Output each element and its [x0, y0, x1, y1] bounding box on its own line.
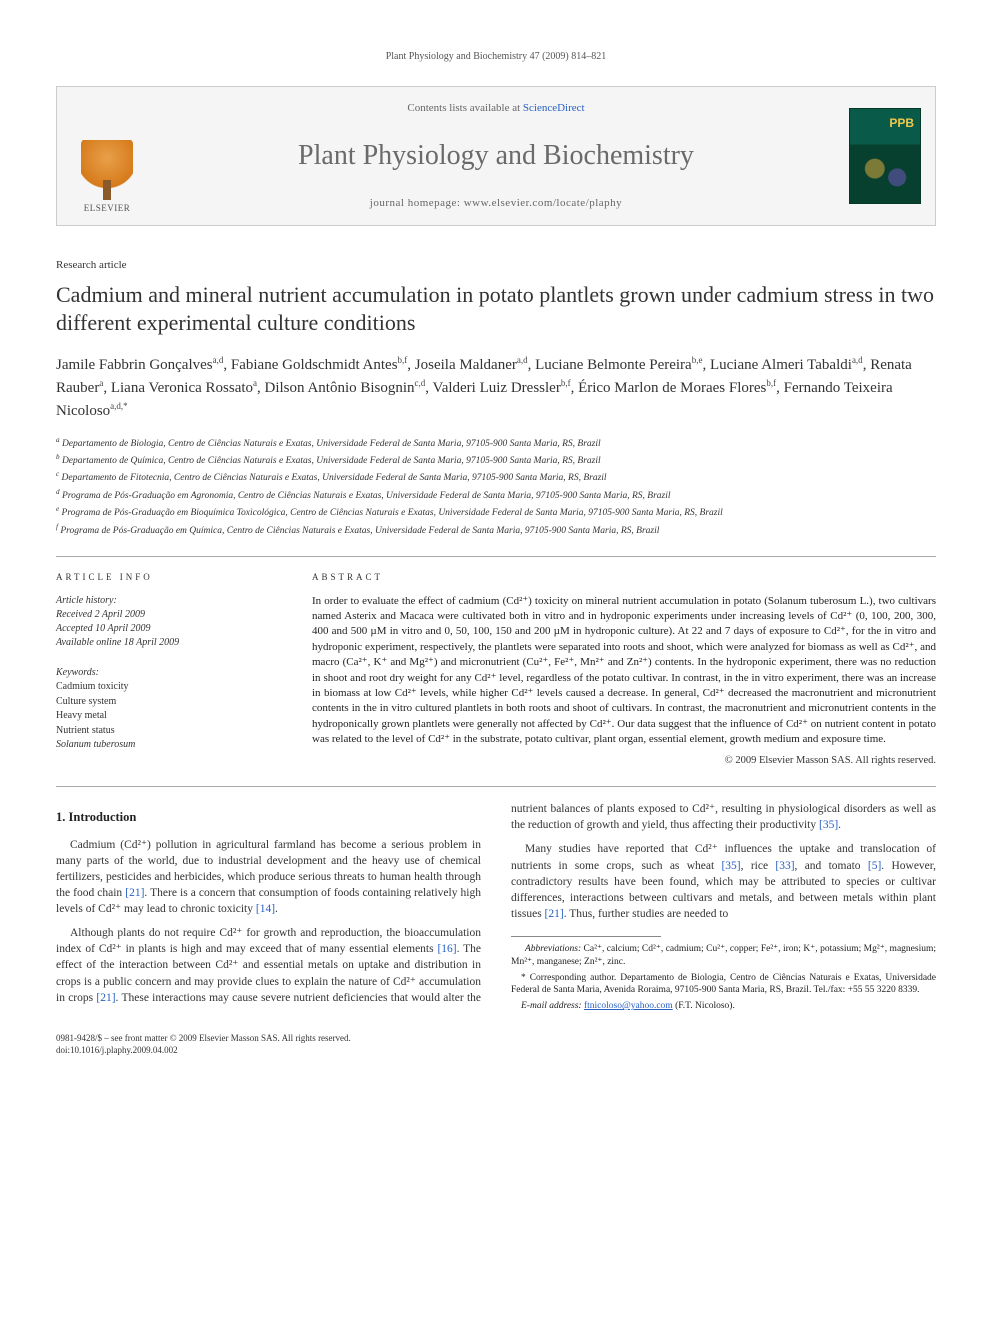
email-owner: (F.T. Nicoloso).	[673, 1001, 735, 1011]
abbreviations-footnote: Abbreviations: Ca²⁺, calcium; Cd²⁺, cadm…	[511, 943, 936, 969]
running-head: Plant Physiology and Biochemistry 47 (20…	[56, 50, 936, 64]
article-type: Research article	[56, 258, 936, 273]
citation-ref[interactable]: [21]	[125, 887, 144, 899]
article-title: Cadmium and mineral nutrient accumulatio…	[56, 281, 936, 336]
abstract-text: In order to evaluate the effect of cadmi…	[312, 594, 936, 748]
divider-rule	[56, 556, 936, 557]
keyword-item: Nutrient status	[56, 724, 276, 739]
article-info-label: ARTICLE INFO	[56, 571, 276, 584]
affiliation-line: e Programa de Pós-Graduação em Bioquímic…	[56, 504, 936, 520]
contents-available-line: Contents lists available at ScienceDirec…	[167, 101, 825, 116]
citation-ref[interactable]: [5]	[868, 860, 881, 872]
contents-prefix: Contents lists available at	[407, 102, 522, 114]
sciencedirect-link[interactable]: ScienceDirect	[523, 102, 585, 114]
affiliation-line: f Programa de Pós-Graduação em Química, …	[56, 522, 936, 538]
corr-label: * Corresponding author.	[521, 973, 616, 983]
journal-cover-thumbnail	[849, 108, 921, 204]
author-list: Jamile Fabbrin Gonçalvesa,d, Fabiane Gol…	[56, 354, 936, 422]
email-label: E-mail address:	[521, 1001, 582, 1011]
doi-line: doi:10.1016/j.plaphy.2009.04.002	[56, 1045, 936, 1057]
publisher-logo-area: ELSEVIER	[57, 87, 157, 225]
keywords-block: Keywords: Cadmium toxicityCulture system…	[56, 666, 276, 753]
keyword-item: Heavy metal	[56, 709, 276, 724]
keyword-item: Cadmium toxicity	[56, 680, 276, 695]
affiliation-line: a Departamento de Biologia, Centro de Ci…	[56, 435, 936, 451]
homepage-url: www.elsevier.com/locate/plaphy	[464, 197, 622, 209]
journal-banner: ELSEVIER Contents lists available at Sci…	[56, 86, 936, 226]
citation-ref[interactable]: [35]	[721, 860, 740, 872]
footnote-separator	[511, 936, 661, 937]
citation-ref[interactable]: [35]	[819, 819, 838, 831]
keywords-label: Keywords:	[56, 666, 276, 681]
divider-rule	[56, 786, 936, 787]
citation-ref[interactable]: [16]	[437, 943, 456, 955]
history-accepted: Accepted 10 April 2009	[56, 622, 276, 636]
article-info-column: ARTICLE INFO Article history: Received 2…	[56, 571, 276, 768]
abbrev-label: Abbreviations:	[525, 944, 581, 954]
affiliation-list: a Departamento de Biologia, Centro de Ci…	[56, 435, 936, 538]
elsevier-tree-icon	[81, 140, 133, 200]
abstract-label: ABSTRACT	[312, 571, 936, 584]
footnotes-block: Abbreviations: Ca²⁺, calcium; Cd²⁺, cadm…	[511, 943, 936, 1013]
homepage-prefix: journal homepage:	[370, 197, 464, 209]
history-online: Available online 18 April 2009	[56, 636, 276, 650]
intro-heading: 1. Introduction	[56, 809, 481, 827]
journal-name: Plant Physiology and Biochemistry	[167, 136, 825, 175]
affiliation-line: b Departamento de Química, Centro de Ciê…	[56, 452, 936, 468]
banner-center: Contents lists available at ScienceDirec…	[157, 87, 835, 225]
front-matter-line: 0981-9428/$ – see front matter © 2009 El…	[56, 1033, 936, 1045]
article-info-abstract-row: ARTICLE INFO Article history: Received 2…	[56, 571, 936, 768]
history-label: Article history:	[56, 594, 276, 608]
citation-ref[interactable]: [21]	[545, 908, 564, 920]
publisher-name: ELSEVIER	[81, 202, 133, 215]
homepage-line: journal homepage: www.elsevier.com/locat…	[167, 196, 825, 211]
citation-ref[interactable]: [21]	[96, 992, 115, 1004]
body-paragraph: Cadmium (Cd²⁺) pollution in agricultural…	[56, 837, 481, 917]
abstract-column: ABSTRACT In order to evaluate the effect…	[312, 571, 936, 768]
keyword-item: Culture system	[56, 695, 276, 710]
email-footnote: E-mail address: ftnicoloso@yahoo.com (F.…	[511, 1000, 936, 1013]
journal-cover-area	[835, 87, 935, 225]
body-two-column: 1. Introduction Cadmium (Cd²⁺) pollution…	[56, 801, 936, 1013]
elsevier-logo: ELSEVIER	[81, 140, 133, 215]
citation-ref[interactable]: [33]	[775, 860, 794, 872]
body-paragraph: Many studies have reported that Cd²⁺ inf…	[511, 841, 936, 921]
abstract-copyright: © 2009 Elsevier Masson SAS. All rights r…	[312, 754, 936, 769]
history-received: Received 2 April 2009	[56, 608, 276, 622]
page-footer: 0981-9428/$ – see front matter © 2009 El…	[56, 1033, 936, 1056]
keyword-item: Solanum tuberosum	[56, 738, 276, 753]
article-history: Article history: Received 2 April 2009 A…	[56, 594, 276, 650]
affiliation-line: d Programa de Pós-Graduação em Agronomia…	[56, 487, 936, 503]
corresponding-email-link[interactable]: ftnicoloso@yahoo.com	[584, 1001, 673, 1011]
corresponding-author-footnote: * Corresponding author. Departamento de …	[511, 972, 936, 998]
affiliation-line: c Departamento de Fitotecnia, Centro de …	[56, 469, 936, 485]
citation-ref[interactable]: [14]	[256, 903, 275, 915]
